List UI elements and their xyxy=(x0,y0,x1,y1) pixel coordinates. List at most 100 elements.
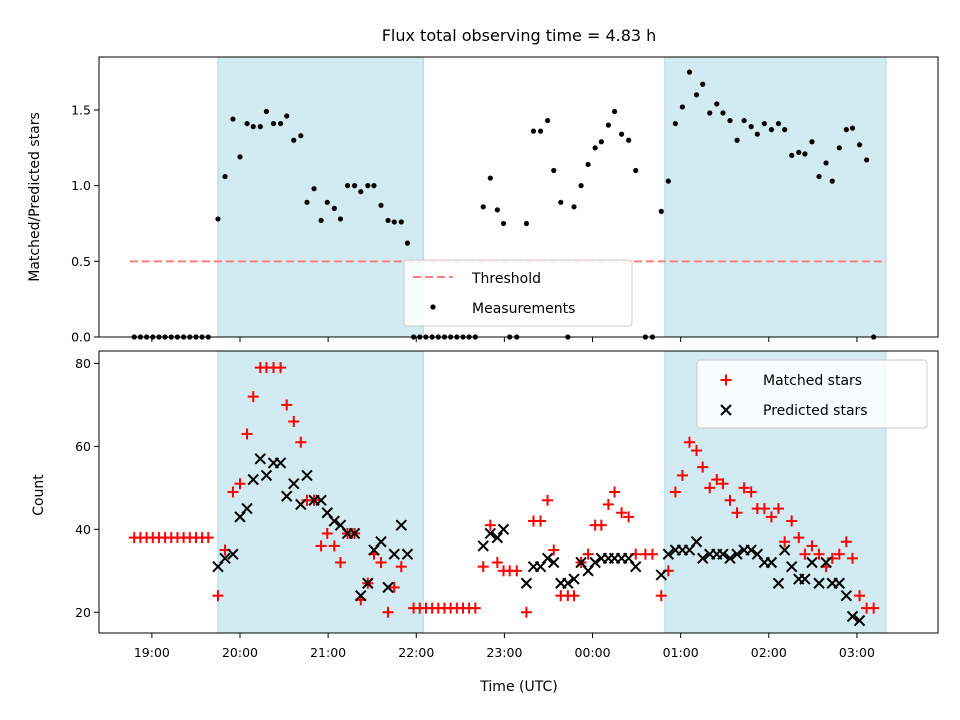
predicted-star-point xyxy=(484,527,497,540)
predicted-star-point xyxy=(846,610,859,623)
measurement-point xyxy=(365,183,371,189)
top-y-tick-label: 1.5 xyxy=(71,102,91,117)
predicted-star-point xyxy=(731,548,743,560)
cross-stroke xyxy=(541,552,554,565)
cross-stroke xyxy=(840,589,853,602)
measurement-point xyxy=(836,145,842,151)
matched-star-point xyxy=(806,540,818,552)
cross-stroke xyxy=(362,577,374,589)
bottom-y-tick-label: 40 xyxy=(75,522,91,537)
measurement-point xyxy=(823,160,829,166)
cross-stroke xyxy=(520,577,533,589)
cross-stroke xyxy=(778,544,791,556)
matched-star-point xyxy=(388,581,400,593)
matched-star-point xyxy=(854,590,866,602)
cross-stroke xyxy=(301,469,313,482)
predicted-star-point xyxy=(241,502,253,515)
matched-star-point xyxy=(568,590,580,602)
cross-stroke xyxy=(382,581,394,594)
predicted-star-point xyxy=(799,573,811,585)
predicted-star-point xyxy=(254,453,266,465)
matched-star-point xyxy=(212,590,224,602)
bottom-panel: 20 40 60 80 19:00 20:00 21:00 22:00 23:00 00:00 01… xyxy=(75,350,939,660)
measurement-point xyxy=(291,137,297,143)
matched-star-point xyxy=(683,436,695,448)
measurement-point xyxy=(802,151,808,157)
measurement-point xyxy=(700,81,706,87)
predicted-star-point xyxy=(785,560,798,573)
matched-star-point xyxy=(826,552,838,564)
cross-stroke xyxy=(562,577,574,589)
matched-star-point xyxy=(247,391,259,403)
cross-stroke xyxy=(395,519,407,531)
matched-star-point xyxy=(623,511,635,523)
matched-star-point xyxy=(315,540,327,552)
measurement-point xyxy=(626,137,632,143)
predicted-star-point xyxy=(355,589,367,602)
cross-stroke xyxy=(401,548,414,560)
predicted-star-point xyxy=(491,531,504,544)
cross-stroke xyxy=(724,552,736,565)
predicted-star-point xyxy=(778,544,791,556)
cross-stroke xyxy=(799,573,811,585)
measurement-point xyxy=(337,216,344,222)
top-legend-box xyxy=(403,259,633,327)
predicted-star-point xyxy=(541,552,554,565)
cross-stroke xyxy=(655,569,667,581)
cross-stroke xyxy=(589,556,601,569)
top-panel: 0.0 0.5 1.0 1.5 Threshold Measurements xyxy=(71,56,939,345)
measurement-point xyxy=(222,173,228,180)
cross-stroke xyxy=(690,536,703,548)
cross-stroke xyxy=(388,548,400,560)
measurement-point xyxy=(263,108,270,115)
matched-star-point xyxy=(275,362,287,374)
measurement-point xyxy=(672,120,678,127)
measurement-point xyxy=(398,219,404,225)
cross-stroke xyxy=(833,577,846,589)
matched-star-point xyxy=(395,561,407,573)
measurement-point xyxy=(331,205,337,211)
measurement-point xyxy=(592,145,598,151)
x-tick-label: 20:00 xyxy=(222,645,258,660)
cross-stroke xyxy=(254,453,266,465)
measurement-point xyxy=(782,127,788,133)
cross-stroke xyxy=(853,614,866,627)
predicted-star-point xyxy=(833,577,846,589)
measurement-point xyxy=(487,175,493,181)
measurement-point xyxy=(727,117,733,124)
measurement-point xyxy=(849,125,856,131)
cross-stroke xyxy=(696,552,709,565)
measurement-point xyxy=(754,131,760,137)
cross-stroke xyxy=(745,544,757,556)
matched-star-point xyxy=(595,519,607,531)
predicted-star-point xyxy=(745,544,757,556)
matched-star-point xyxy=(711,474,723,486)
cross-stroke xyxy=(820,556,832,569)
predicted-star-point xyxy=(696,552,709,565)
measurement-point xyxy=(385,217,391,224)
measurement-point xyxy=(619,131,625,137)
matched-star-point xyxy=(548,544,560,556)
predicted-star-point xyxy=(260,469,273,482)
cross-stroke xyxy=(772,577,785,589)
matched-star-point xyxy=(793,532,805,544)
predicted-star-point xyxy=(219,552,231,565)
legend-threshold-label: Threshold xyxy=(471,271,541,287)
top-y-tick-label: 0.5 xyxy=(71,254,91,269)
measurement-point xyxy=(679,104,686,110)
matched-star-point xyxy=(477,561,489,573)
matched-star-point xyxy=(833,548,845,560)
cross-stroke xyxy=(491,531,504,544)
predicted-star-point xyxy=(328,515,341,527)
measurement-point xyxy=(789,152,795,158)
matched-star-point xyxy=(765,511,777,523)
cross-stroke xyxy=(720,404,732,416)
predicted-star-point xyxy=(362,577,374,589)
measurement-point xyxy=(215,216,221,222)
measurement-point xyxy=(809,139,815,145)
predicted-star-point xyxy=(662,548,675,560)
predicted-star-point xyxy=(477,540,489,552)
cross-stroke xyxy=(247,473,259,486)
predicted-star-point xyxy=(315,494,327,507)
